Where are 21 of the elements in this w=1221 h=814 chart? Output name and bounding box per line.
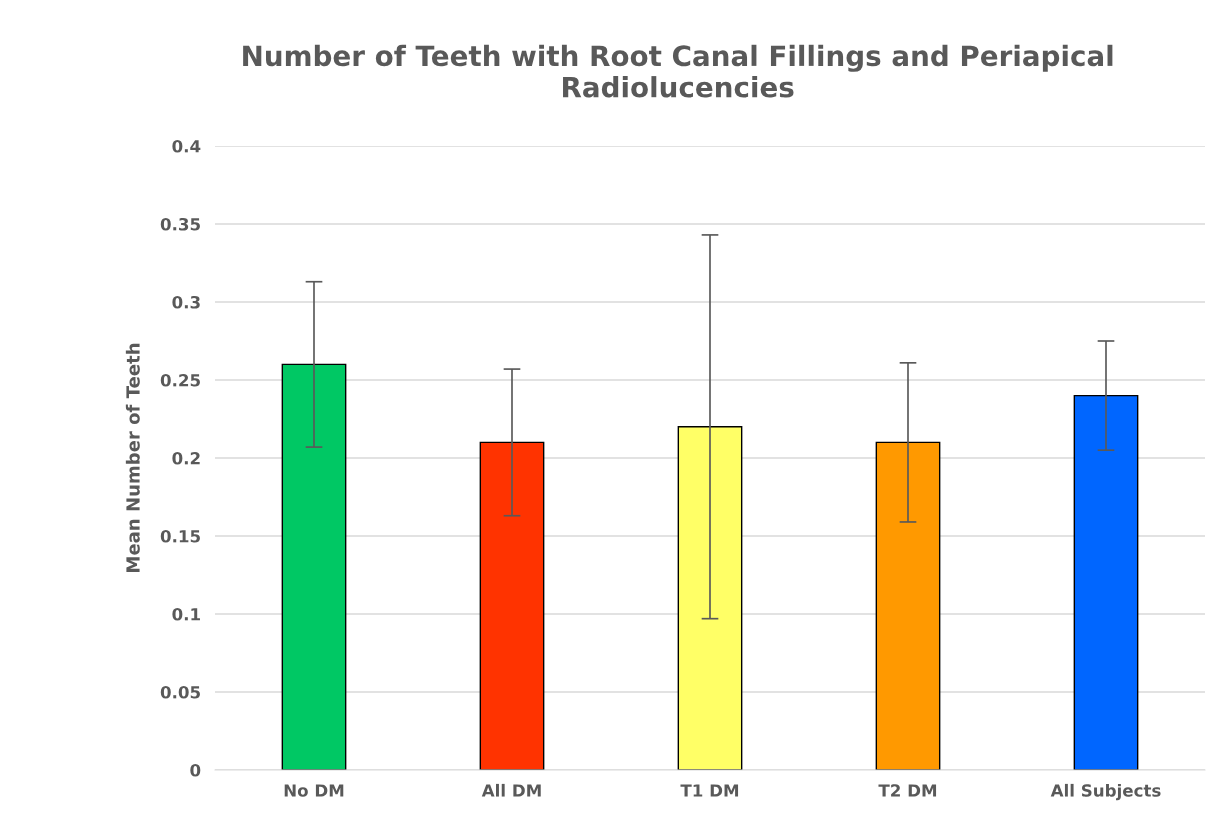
y-tick-label: 0.1 bbox=[172, 607, 200, 621]
x-tick-label: No DM bbox=[284, 784, 344, 797]
y-tick-label: 0.4 bbox=[172, 139, 201, 153]
bar bbox=[479, 441, 545, 770]
y-tick-label: 0.3 bbox=[172, 295, 200, 309]
x-tick-label: T2 DM bbox=[878, 784, 937, 797]
bar bbox=[1073, 394, 1139, 770]
chart-title: Number of Teeth with Root Canal Fillings and Periapical Radiolucencies bbox=[243, 44, 1113, 98]
bar bbox=[677, 426, 743, 770]
y-tick-label: 0.25 bbox=[160, 373, 200, 387]
y-tick-label: 0.05 bbox=[160, 685, 200, 699]
y-tick-label: 0 bbox=[190, 763, 201, 777]
x-tick-label: All Subjects bbox=[1050, 783, 1161, 801]
y-axis-title: Mean Number of Teeth bbox=[125, 343, 140, 572]
x-tick-label: All DM bbox=[481, 783, 541, 797]
y-tick-label: 0.2 bbox=[172, 451, 200, 465]
y-tick-label: 0.35 bbox=[160, 217, 200, 231]
y-tick-label: 0.15 bbox=[160, 529, 200, 543]
bar bbox=[875, 441, 941, 770]
x-tick-label: T1 DM bbox=[680, 784, 739, 797]
bar bbox=[281, 363, 347, 770]
